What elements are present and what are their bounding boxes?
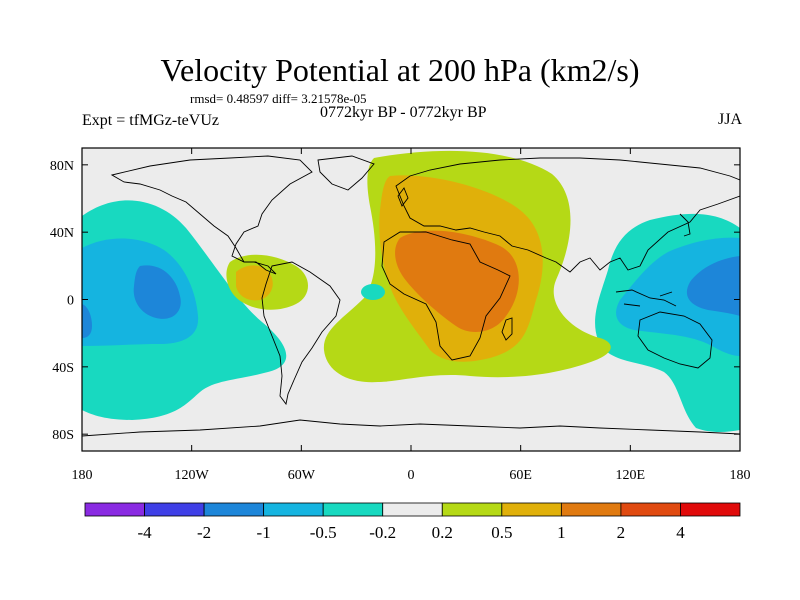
coast-japan: [679, 213, 691, 237]
colorbar-swatch: [263, 502, 324, 517]
lon-tick-label: 60E: [509, 468, 532, 483]
season-label: JJA: [717, 111, 742, 128]
colorbar-swatch: [322, 502, 384, 517]
colorbar-label: 4: [676, 523, 685, 542]
coast-africa: [381, 231, 511, 361]
colorbar-swatch: [203, 502, 265, 517]
lat-tick-label: 0: [67, 294, 74, 309]
colorbar-label: 0.2: [432, 523, 453, 542]
colorbar-swatch: [680, 502, 741, 517]
longitude-axis: 180 120W 60W 0 60E 120E 180: [72, 148, 751, 483]
contour-east-pacific-m1: [686, 256, 740, 316]
latitude-axis: 80N 40N 0 40S 80S: [50, 159, 740, 443]
colorbar-label: 1: [557, 523, 566, 542]
colorbar-swatch: [441, 502, 503, 517]
coast-south-america: [261, 261, 341, 406]
period-label: 0772kyr BP - 0772kyr BP: [320, 104, 487, 121]
coast-australia: [637, 311, 713, 369]
colorbar-swatch: [144, 502, 205, 517]
lon-tick-label: 60W: [288, 468, 316, 483]
colorbar-swatch: [84, 502, 145, 517]
coast-madagascar: [501, 317, 513, 341]
contour-fill-layer: [82, 148, 740, 451]
colorbar-label: -2: [197, 523, 211, 542]
lon-tick-label: 120E: [616, 468, 646, 483]
lon-tick-label: 180: [730, 468, 751, 483]
coast-indonesia: [615, 289, 677, 307]
chart-title: Velocity Potential at 200 hPa (km2/s): [160, 52, 640, 88]
colorbar-swatch: [560, 502, 622, 517]
coast-eurasia: [395, 157, 740, 273]
coast-greenland: [317, 155, 375, 191]
lon-tick-label: 180: [72, 468, 93, 483]
coast-antarctica: [82, 419, 740, 437]
lat-tick-label: 40N: [50, 226, 74, 241]
colorbar-label: 0.5: [491, 523, 512, 542]
colorbar-label: -0.2: [369, 523, 396, 542]
colorbar-label: -0.5: [310, 523, 337, 542]
contour-west-pacific-m1: [133, 265, 181, 319]
lat-tick-label: 80S: [52, 428, 74, 443]
coast-north-america: [110, 155, 313, 275]
lat-tick-label: 40S: [52, 361, 74, 376]
colorbar-label: 2: [617, 523, 626, 542]
experiment-label: Expt = tfMGz-teVUz: [82, 112, 219, 129]
colorbar-label: -1: [257, 523, 271, 542]
coastlines: [82, 155, 740, 437]
coast-uk: [397, 187, 409, 207]
contour-west-edge-m1: [82, 304, 92, 338]
colorbar-swatch: [382, 502, 443, 517]
contour-atlantic-m02: [361, 284, 385, 300]
colorbar-label: -4: [137, 523, 152, 542]
colorbar-swatch: [620, 502, 681, 517]
stats-line: rmsd= 0.48597 diff= 3.21578e-05: [190, 91, 367, 106]
lon-tick-label: 0: [408, 468, 415, 483]
colorbar-swatch: [501, 502, 562, 517]
lat-tick-label: 80N: [50, 159, 74, 174]
colorbar: -4 -2 -1 -0.5 -0.2 0.2 0.5 1 2 4: [84, 502, 741, 542]
contour-eurasia-africa-p1: [395, 230, 519, 332]
lon-tick-label: 120W: [175, 468, 210, 483]
